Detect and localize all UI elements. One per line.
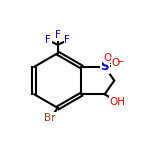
Text: F: F: [45, 35, 51, 45]
Text: O: O: [103, 53, 111, 63]
Text: F: F: [64, 35, 70, 45]
Text: S: S: [100, 60, 109, 73]
Text: −: −: [116, 57, 123, 66]
Text: O: O: [111, 58, 120, 68]
Text: F: F: [55, 30, 61, 40]
Text: Br: Br: [44, 113, 55, 123]
Text: OH: OH: [110, 97, 126, 107]
